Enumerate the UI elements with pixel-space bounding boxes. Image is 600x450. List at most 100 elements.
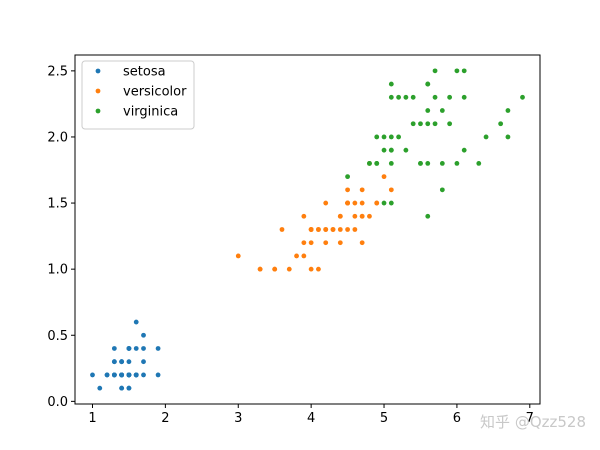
data-point [119,359,125,365]
data-point [316,266,321,272]
data-point [97,385,103,391]
data-point [425,81,431,87]
legend-marker [95,88,101,94]
data-point [133,319,139,325]
data-point [352,227,358,232]
data-point [454,68,460,74]
data-point [337,213,343,219]
legend: setosa versicolor virginica [81,60,195,130]
data-point [330,227,336,232]
data-point [359,240,365,246]
data-points [90,68,525,391]
data-point [294,253,299,259]
data-point [439,108,445,113]
x-tick-label: 4 [307,411,315,426]
data-point [403,94,409,100]
data-point [388,161,394,166]
x-tick-label: 2 [161,411,169,426]
data-point [381,147,387,153]
data-point [432,94,438,100]
y-tick-label: 1.5 [47,197,68,212]
data-point [133,346,139,351]
y-tick-label: 0.0 [47,395,68,410]
data-point [301,240,307,246]
data-point [90,372,95,378]
data-point [418,121,423,127]
data-point [410,121,416,127]
data-point [359,200,365,206]
data-point [439,161,445,166]
data-point [432,68,438,74]
data-point [337,240,343,246]
data-point [235,253,241,259]
data-point [461,94,467,100]
data-point [141,359,146,365]
y-tick-label: 1.0 [47,263,68,278]
data-point [301,213,307,219]
data-point [505,108,511,113]
data-point [403,147,409,153]
data-point [388,134,394,140]
data-point [367,161,372,166]
y-tick-label: 2.5 [47,64,68,79]
data-point [301,253,307,259]
plot-frame [74,54,541,405]
data-point [483,134,489,140]
data-point [461,68,467,74]
data-point [425,108,431,113]
legend-marker [95,108,101,114]
data-point [388,81,394,87]
legend-label: versicolor [123,85,187,100]
data-point [425,213,431,219]
legend-box [81,60,195,130]
data-point [439,187,445,193]
data-point [425,161,431,166]
data-point [323,227,329,232]
data-point [447,94,453,100]
x-tick-label: 3 [234,411,242,426]
data-point [155,346,161,351]
y-tick-label: 2.0 [47,130,68,145]
data-point [432,121,438,127]
data-point [119,372,125,378]
data-point [367,213,372,219]
data-point [345,200,350,206]
data-point [111,359,117,365]
data-point [126,359,132,365]
data-point [447,121,453,127]
data-point [425,121,431,127]
data-point [396,134,402,140]
data-point [388,94,394,100]
axis-ticks: 1 2 3 4 5 6 7 0.0 0.5 1.0 1.5 2.0 2.5 [47,64,534,426]
data-point [374,161,380,166]
data-point [396,94,402,100]
data-point [520,94,525,100]
data-point [418,161,423,166]
data-point [141,346,146,351]
data-point [388,187,394,193]
data-point [345,174,350,180]
data-point [126,346,132,351]
data-point [316,227,321,232]
data-point [388,147,394,153]
data-point [388,200,394,206]
data-point [505,134,511,140]
legend-label: virginica [123,105,178,120]
x-tick-label: 7 [526,411,534,426]
data-point [410,94,416,100]
data-point [286,266,292,272]
data-point [155,372,161,378]
data-point [498,121,504,127]
data-point [454,161,460,166]
data-point [141,332,146,338]
data-point [126,385,132,391]
data-point [308,240,314,246]
data-point [308,266,314,272]
data-point [111,372,117,378]
data-point [111,346,117,351]
legend-label: setosa [123,65,166,80]
data-point [359,187,365,193]
data-point [141,372,146,378]
data-point [337,227,343,232]
